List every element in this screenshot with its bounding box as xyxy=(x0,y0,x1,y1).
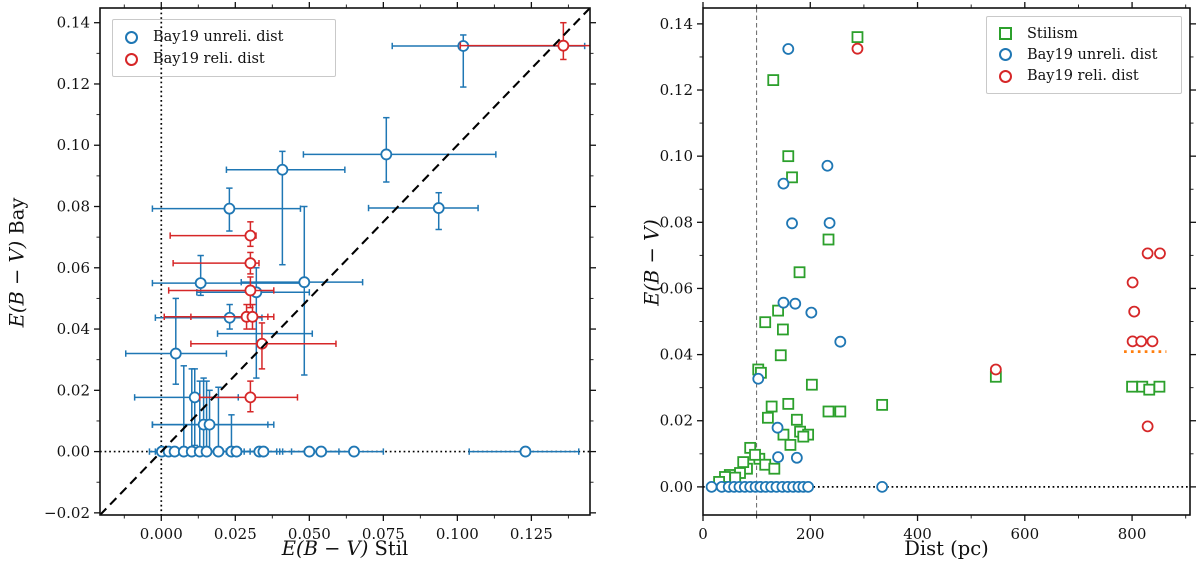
y-tick-label: 0.06 xyxy=(660,279,693,297)
blue-circle-marker-icon xyxy=(125,30,138,44)
red-circle-marker-icon xyxy=(125,52,138,66)
y-tick-label: −0.02 xyxy=(44,504,90,522)
y-tick-label: 0.02 xyxy=(660,412,693,430)
y-tick-label: 0.14 xyxy=(660,15,693,33)
red-circle-marker-icon xyxy=(999,69,1012,83)
y-tick-label: 0.10 xyxy=(57,136,90,154)
left-yaxis-label-math: E(B − V) xyxy=(5,240,29,328)
green-square-marker-icon xyxy=(999,27,1012,41)
left-plot-legend: Bay19 unreli. dist Bay19 reli. dist xyxy=(112,19,336,77)
y-tick-label: 0.08 xyxy=(660,213,693,231)
series-stilism xyxy=(713,31,1166,488)
left-xaxis-label-suffix: Stil xyxy=(368,537,409,560)
legend-item-bay19-unreli: Bay19 unreli. dist xyxy=(999,44,1171,65)
x-tick-label: 0.000 xyxy=(140,525,183,543)
x-tick-label: 0.125 xyxy=(510,525,553,543)
legend-label: Stilism xyxy=(1027,25,1078,42)
x-tick-label: 0.075 xyxy=(362,525,405,543)
plot-spines xyxy=(99,7,591,516)
left-panel-ebv-comparison: 0.000 0.025 0.050 0.075 0.100 0.125 −0.02 0.00 0… xyxy=(44,2,596,543)
right-xaxis-label: Dist (pc) xyxy=(703,537,1190,560)
right-plot-legend: Stilism Bay19 unreli. dist Bay19 reli. d… xyxy=(986,16,1182,94)
x-tick-label: 0 xyxy=(698,525,708,543)
y-tick-label: 0.04 xyxy=(57,320,90,338)
y-tick-label: 0.12 xyxy=(57,75,90,93)
legend-label: Bay19 unreli. dist xyxy=(1027,46,1158,63)
legend-label: Bay19 reli. dist xyxy=(1027,68,1139,85)
x-tick-label: 0.100 xyxy=(436,525,479,543)
left-xaxis-label: E(B − V) Stil xyxy=(100,537,590,560)
right-yaxis-label-math: E(B − V) xyxy=(640,219,664,306)
y-tick-label: 0.08 xyxy=(57,198,90,216)
y-tick-label: 0.02 xyxy=(57,381,90,399)
series-bay19-reli-dist xyxy=(851,42,1166,433)
y-tick-label: 0.00 xyxy=(57,443,90,461)
y-tick-label: 0.10 xyxy=(660,147,693,165)
legend-item-stilism: Stilism xyxy=(999,23,1171,44)
blue-circle-marker-icon xyxy=(999,48,1012,62)
legend-item-bay19-reli: Bay19 reli. dist xyxy=(125,48,325,70)
x-tick-label: 600 xyxy=(1010,525,1039,543)
y-tick-label: 0.06 xyxy=(57,259,90,277)
y-tick-label: 0.00 xyxy=(660,478,693,496)
legend-label: Bay19 unreli. dist xyxy=(153,29,284,45)
left-yaxis-label: E(B − V) Bay xyxy=(6,173,29,353)
y-tick-label: 0.12 xyxy=(660,81,693,99)
x-tick-label: 0.050 xyxy=(288,525,331,543)
right-yaxis-label: E(B − V) xyxy=(641,173,664,353)
legend-item-bay19-unreli: Bay19 unreli. dist xyxy=(125,26,325,48)
x-tick-label: 0.025 xyxy=(214,525,257,543)
series-bay19-reli-dist xyxy=(163,21,590,413)
plot-spines xyxy=(702,7,1191,516)
series-bay19-unreli-dist xyxy=(125,34,586,458)
right-xaxis-label-suffix: Dist (pc) xyxy=(904,537,989,560)
left-yaxis-label-suffix: Bay xyxy=(5,197,29,241)
y-tick-label: 0.14 xyxy=(57,14,90,32)
x-tick-label: 800 xyxy=(1118,525,1147,543)
x-tick-label: 400 xyxy=(903,525,932,543)
series-bay19-unreli-dist xyxy=(705,43,889,493)
left-xaxis-label-math: E(B − V) xyxy=(281,537,369,560)
right-panel-ebv-vs-distance: 0 200 400 600 800 0.00 0.02 0.04 0.06 0.08 0.10 0.1… xyxy=(660,2,1196,543)
y-tick-label: 0.04 xyxy=(660,346,693,364)
x-tick-label: 200 xyxy=(796,525,825,543)
legend-item-bay19-reli: Bay19 reli. dist xyxy=(999,66,1171,87)
legend-label: Bay19 reli. dist xyxy=(153,51,265,67)
